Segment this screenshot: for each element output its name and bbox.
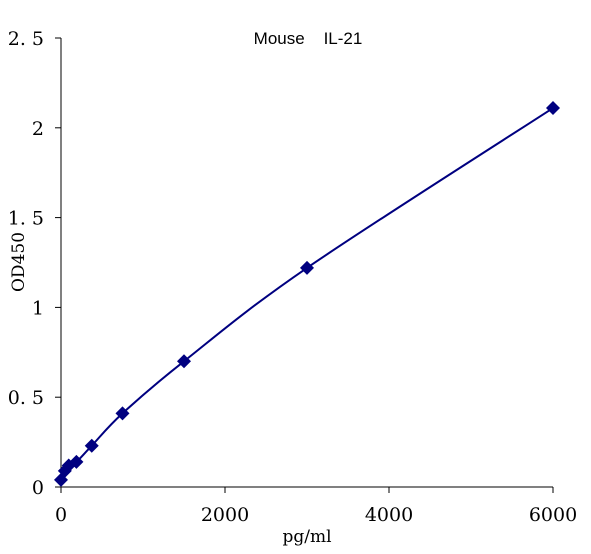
data-point-marker	[69, 454, 84, 469]
y-tick-label: 1	[32, 297, 44, 319]
fit-curve	[60, 107, 554, 481]
x-tick-label: 0	[55, 504, 67, 526]
y-tick-label: 2	[32, 118, 44, 140]
x-tick-label: 4000	[365, 504, 413, 526]
data-points	[54, 101, 560, 487]
x-axis-title: pg/ml	[282, 527, 331, 547]
y-tick-label: 0. 5	[8, 387, 44, 409]
data-point-marker	[300, 260, 314, 275]
data-point-marker	[115, 406, 130, 421]
x-ticks: 0 2000 4000 6000	[55, 487, 577, 526]
chart-title: Mouse IL-21	[254, 29, 363, 48]
y-tick-label: 0	[32, 477, 44, 499]
data-point-marker	[177, 354, 191, 369]
y-tick-label: 1. 5	[8, 208, 44, 230]
data-point-marker	[84, 438, 99, 453]
x-tick-label: 6000	[529, 504, 577, 526]
y-ticks: 0 0. 5 1 1. 5 2 2. 5	[8, 28, 61, 499]
y-tick-label: 2. 5	[8, 28, 44, 50]
x-tick-label: 2000	[201, 504, 249, 526]
y-axis-title: OD450	[9, 232, 29, 292]
axes	[60, 38, 553, 488]
data-point-marker	[546, 101, 560, 116]
